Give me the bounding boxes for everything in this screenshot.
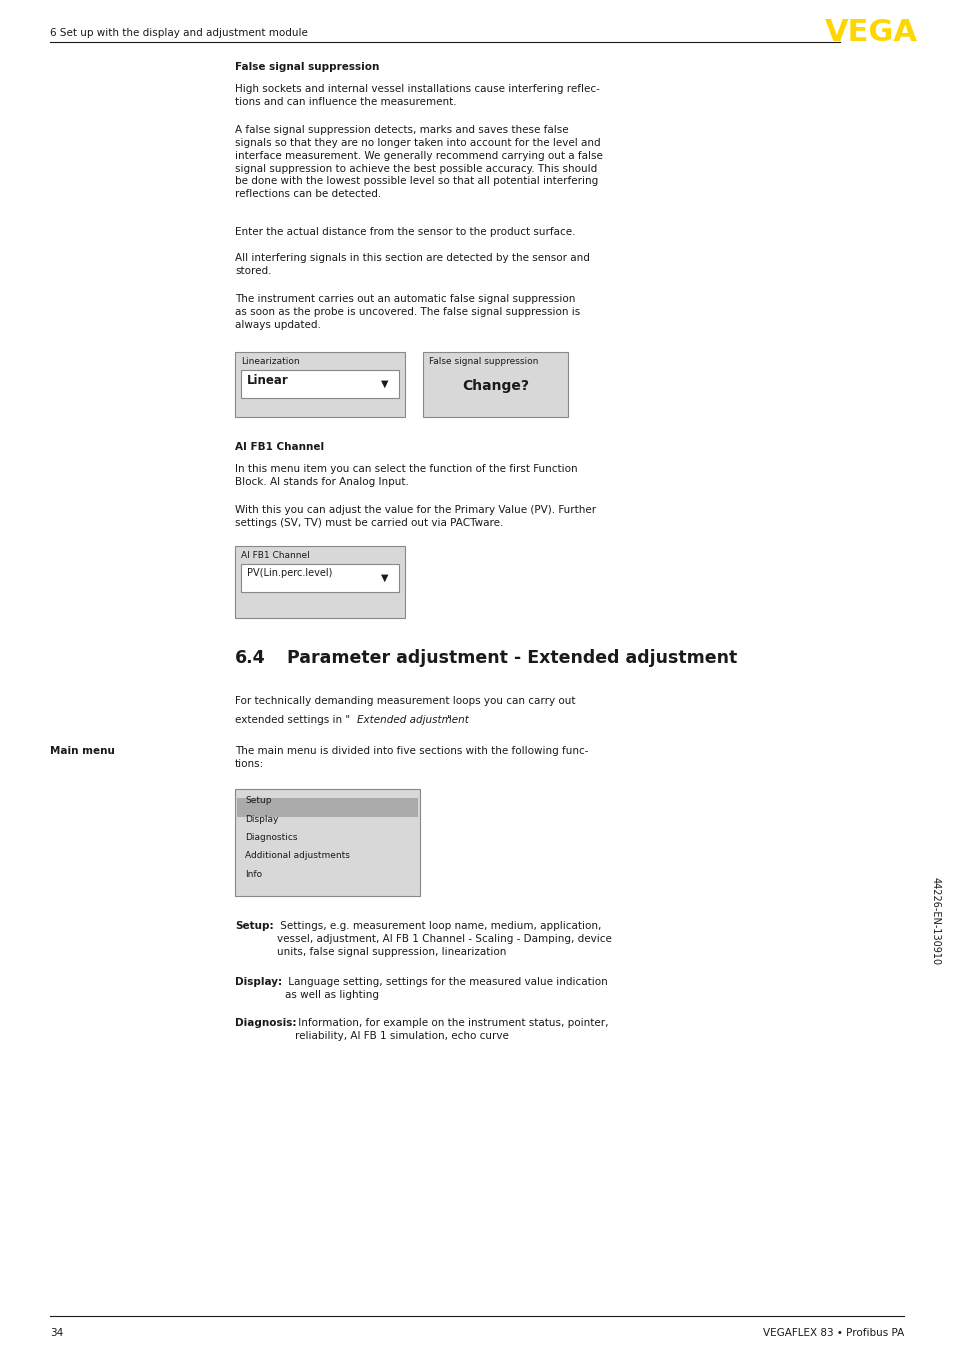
Text: VEGA: VEGA [824,18,917,47]
Text: For technically demanding measurement loops you can carry out: For technically demanding measurement lo… [234,696,575,705]
Bar [236,799,417,816]
Text: Enter the actual distance from the sensor to the product surface.: Enter the actual distance from the senso… [234,226,575,237]
Text: A false signal suppression detects, marks and saves these false
signals so that : A false signal suppression detects, mark… [234,126,602,199]
Text: All interfering signals in this section are detected by the sensor and
stored.: All interfering signals in this section … [234,253,589,276]
Text: Language setting, settings for the measured value indication
as well as lighting: Language setting, settings for the measu… [285,978,607,1001]
Text: With this you can adjust the value for the Primary Value (PV). Further
settings : With this you can adjust the value for t… [234,505,596,528]
Text: High sockets and internal vessel installations cause interfering reflec-
tions a: High sockets and internal vessel install… [234,84,599,107]
Text: 44226-EN-130910: 44226-EN-130910 [930,876,940,965]
Text: Diagnostics: Diagnostics [245,833,297,842]
Text: Linear: Linear [247,374,289,387]
Text: ".: ". [446,715,455,724]
Text: VEGAFLEX 83 • Profibus PA: VEGAFLEX 83 • Profibus PA [762,1328,903,1338]
Text: Setup: Setup [245,796,272,806]
Text: Display:: Display: [234,978,282,987]
Text: Diagnosis:: Diagnosis: [234,1018,296,1028]
Text: Extended adjustment: Extended adjustment [356,715,468,724]
Text: Information, for example on the instrument status, pointer,
reliability, AI FB 1: Information, for example on the instrume… [294,1018,608,1041]
Text: extended settings in ": extended settings in " [234,715,350,724]
Text: Display: Display [245,815,278,823]
Text: The main menu is divided into five sections with the following func-
tions:: The main menu is divided into five secti… [234,746,588,769]
Bar [234,546,405,617]
Text: ▼: ▼ [380,573,388,584]
Bar [234,789,419,896]
Text: AI FB1 Channel: AI FB1 Channel [241,551,310,561]
Text: 6 Set up with the display and adjustment module: 6 Set up with the display and adjustment… [50,28,308,38]
Bar [422,352,567,417]
Text: ▼: ▼ [380,379,388,389]
Text: Additional adjustments: Additional adjustments [245,852,350,860]
Text: Linearization: Linearization [241,356,299,366]
Bar [241,565,398,592]
Text: Change?: Change? [461,379,529,393]
Bar [241,370,398,398]
Text: False signal suppression: False signal suppression [429,356,537,366]
Text: Settings, e.g. measurement loop name, medium, application,
vessel, adjustment, A: Settings, e.g. measurement loop name, me… [276,921,611,957]
Text: PV(Lin.perc.level): PV(Lin.perc.level) [247,569,332,578]
Text: Info: Info [245,869,262,879]
Bar [234,352,405,417]
Text: 6.4: 6.4 [234,649,265,668]
Text: Parameter adjustment - Extended adjustment: Parameter adjustment - Extended adjustme… [287,649,737,668]
Text: False signal suppression: False signal suppression [234,62,379,72]
Text: The instrument carries out an automatic false signal suppression
as soon as the : The instrument carries out an automatic … [234,294,579,329]
Text: In this menu item you can select the function of the first Function
Block. AI st: In this menu item you can select the fun… [234,464,577,487]
Text: 34: 34 [50,1328,63,1338]
Text: Setup:: Setup: [234,921,274,932]
Text: Main menu: Main menu [50,746,114,756]
Text: AI FB1 Channel: AI FB1 Channel [234,441,324,452]
